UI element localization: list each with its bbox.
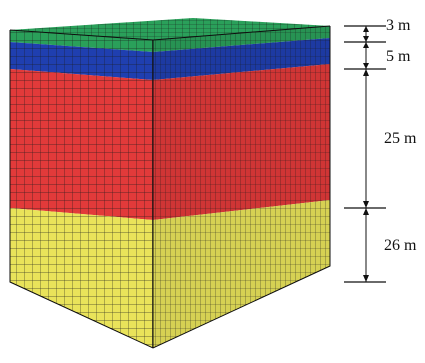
block-outline xyxy=(9,26,331,349)
layer-4-side-mesh xyxy=(153,200,330,348)
layer-4-front-mesh xyxy=(10,208,153,348)
front-face xyxy=(10,30,153,348)
layer-1-side-mesh xyxy=(153,26,330,52)
layer-2-thickness-label: 5 m xyxy=(386,48,411,65)
layer-2-side-mesh xyxy=(153,38,330,80)
dimension-annotation: 3 m 5 m 25 m 26 m xyxy=(344,17,417,283)
side-face xyxy=(153,26,330,348)
layer-4-thickness-label: 26 m xyxy=(384,237,417,254)
layer-1-thickness-label: 3 m xyxy=(386,17,411,34)
layer-2-front-mesh xyxy=(10,42,153,80)
layer-1-front-mesh xyxy=(10,30,153,52)
layer-3-side-mesh xyxy=(153,64,330,220)
layer-3-thickness-label: 25 m xyxy=(384,130,417,147)
layer-3-front-mesh xyxy=(10,69,153,220)
soil-block xyxy=(9,18,331,349)
